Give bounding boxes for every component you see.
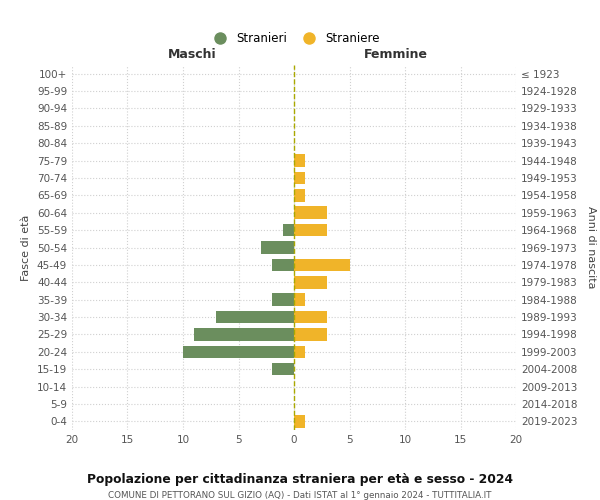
Bar: [294, 206, 328, 219]
Text: COMUNE DI PETTORANO SUL GIZIO (AQ) - Dati ISTAT al 1° gennaio 2024 - TUTTITALIA.: COMUNE DI PETTORANO SUL GIZIO (AQ) - Dat…: [108, 491, 492, 500]
Bar: [272, 294, 294, 306]
Bar: [260, 241, 294, 254]
Bar: [283, 224, 294, 236]
Bar: [272, 363, 294, 376]
Legend: Stranieri, Straniere: Stranieri, Straniere: [203, 27, 385, 50]
Bar: [294, 328, 328, 340]
Text: Maschi: Maschi: [167, 48, 216, 62]
Bar: [294, 294, 305, 306]
Bar: [294, 311, 328, 324]
Bar: [294, 172, 305, 184]
Bar: [294, 346, 305, 358]
Bar: [272, 258, 294, 271]
Bar: [183, 346, 294, 358]
Bar: [294, 258, 349, 271]
Bar: [294, 415, 305, 428]
Bar: [294, 189, 305, 202]
Bar: [294, 276, 328, 288]
Y-axis label: Anni di nascita: Anni di nascita: [586, 206, 596, 289]
Bar: [216, 311, 294, 324]
Bar: [294, 224, 328, 236]
Text: Popolazione per cittadinanza straniera per età e sesso - 2024: Popolazione per cittadinanza straniera p…: [87, 472, 513, 486]
Bar: [194, 328, 294, 340]
Text: Femmine: Femmine: [364, 48, 428, 62]
Bar: [294, 154, 305, 167]
Y-axis label: Fasce di età: Fasce di età: [22, 214, 31, 280]
